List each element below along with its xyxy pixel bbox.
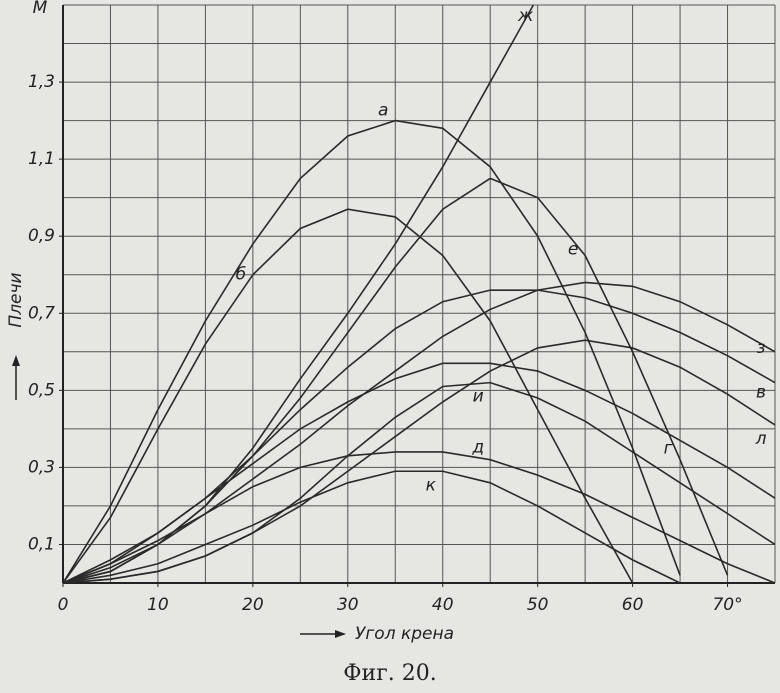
series-label: д	[471, 438, 484, 458]
series-label: ж	[517, 6, 534, 26]
series-line	[63, 281, 775, 583]
series-label: л	[755, 429, 767, 449]
y-tick-label: 1,1	[28, 149, 55, 169]
series-label: в	[756, 383, 766, 403]
series-label: и	[473, 387, 484, 407]
series-line	[63, 470, 681, 583]
series-line	[63, 208, 634, 583]
series-label: е	[568, 239, 578, 259]
series-label: г	[664, 438, 673, 458]
series-line	[63, 119, 681, 583]
series-label: к	[426, 475, 437, 495]
y-axis-label: M	[33, 0, 48, 18]
x-tick-label: 60	[622, 595, 644, 615]
caption: Фиг. 20.	[343, 661, 436, 686]
plot-area	[63, 5, 775, 583]
x-tick-label: 40	[432, 595, 454, 615]
x-tick-label: 20	[242, 595, 264, 615]
x-tick-label: 50	[527, 595, 549, 615]
y-tick-label: 0,7	[28, 303, 55, 323]
arrow-head	[12, 355, 20, 366]
series-line	[63, 381, 775, 583]
series-line	[63, 289, 775, 583]
x-tick-label: 70°	[712, 595, 742, 615]
series-line	[63, 451, 775, 583]
series-label: б	[236, 265, 246, 285]
x-tick-label: 30	[337, 595, 359, 615]
arrow-head	[335, 630, 346, 638]
x-tick-label: 10	[147, 595, 169, 615]
y-axis-title: Плечи	[6, 272, 26, 327]
y-tick-label: 1,3	[28, 72, 55, 92]
y-tick-label: 0,5	[28, 380, 55, 400]
series-label: а	[378, 101, 388, 121]
series-label: з	[756, 338, 765, 358]
y-tick-label: 0,9	[28, 226, 55, 246]
y-tick-label: 0,3	[28, 457, 55, 477]
series-line	[63, 339, 775, 583]
x-axis-title: Угол крена	[355, 624, 454, 644]
x-tick-label: 0	[58, 595, 69, 615]
series-line	[63, 362, 775, 583]
y-tick-label: 0,1	[28, 534, 55, 554]
